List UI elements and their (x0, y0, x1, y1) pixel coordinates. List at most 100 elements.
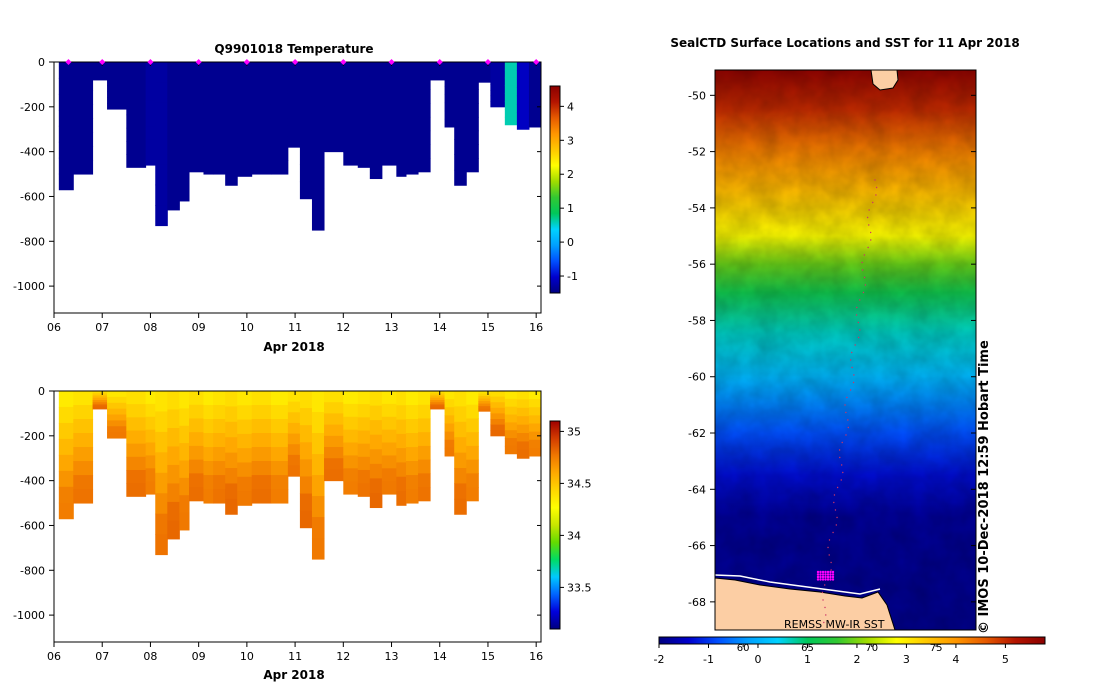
track-point (831, 573, 835, 576)
profile-cell (251, 104, 272, 119)
profile-cell (213, 405, 226, 420)
profile-cell (167, 427, 180, 447)
profile-cell (405, 447, 419, 462)
profile-cell (516, 120, 530, 130)
profile-cell (516, 416, 530, 426)
profile-cell (92, 64, 108, 67)
profile-cell (203, 433, 214, 448)
track-point (863, 276, 866, 279)
x-tick-label: 06 (47, 650, 61, 663)
profile-cell (516, 399, 530, 409)
profile-cell (155, 513, 168, 535)
profile-cell (396, 476, 407, 492)
profile-cell (444, 423, 455, 433)
profile-cell (516, 112, 530, 122)
profile-cell (92, 395, 108, 399)
track-point (824, 578, 827, 581)
track-point (855, 314, 858, 316)
profile-cell (418, 75, 431, 90)
profile-cell (478, 403, 491, 407)
profile-cell (203, 62, 214, 77)
profile-cell (343, 403, 359, 418)
profile-cell (516, 87, 530, 97)
profile-cell (516, 424, 530, 434)
profile-cell (430, 395, 446, 399)
sst-colorbar-secondary-label: 60 (737, 643, 750, 654)
profile-cell (444, 407, 455, 416)
sst-credit-label: REMSS MW-IR SST (784, 618, 885, 631)
profile-cell (155, 82, 168, 104)
profile-cell (430, 404, 446, 408)
track-point (828, 554, 830, 556)
y-tick-label: -400 (20, 475, 45, 488)
profile-cell (369, 120, 383, 136)
track-point (846, 396, 848, 399)
profile-cell (466, 62, 479, 77)
track-point (824, 575, 827, 579)
profile-cell (466, 473, 479, 488)
profile-cell (287, 125, 301, 138)
profile-cell (444, 118, 455, 128)
track-point (816, 570, 820, 574)
profile-cell (237, 419, 253, 435)
profile-cell (73, 90, 94, 105)
track-point (853, 374, 855, 376)
profile-cell (369, 76, 383, 92)
profile-cell (225, 154, 238, 171)
profile-cell (225, 421, 238, 438)
profile-cell (444, 102, 455, 112)
profile-cell (237, 76, 253, 92)
profile-cell (324, 435, 344, 448)
profile-cell (167, 483, 180, 503)
profile-cell (430, 66, 446, 70)
profile-cell (343, 481, 359, 495)
profile-cell (466, 130, 479, 145)
profile-cell (270, 475, 289, 490)
track-point (831, 570, 835, 574)
profile-cell (213, 76, 226, 91)
profile-cell (357, 430, 371, 445)
profile-cell (58, 438, 74, 456)
profile-cell (203, 76, 214, 91)
profile-cell (343, 429, 359, 444)
profile-cell (92, 62, 108, 65)
profile-cell (454, 406, 467, 423)
profile-cell (444, 415, 455, 424)
colorbar-tick-label: 34.5 (567, 477, 592, 490)
x-tick-label: 10 (240, 650, 254, 663)
profile-cell (357, 75, 371, 89)
profile-cell (155, 391, 168, 412)
profile-cell (251, 118, 272, 133)
profile-cell (179, 425, 190, 444)
profile-cell (381, 481, 397, 495)
x-tick-label: 15 (481, 321, 495, 334)
profile-cell (504, 101, 518, 110)
profile-cell (107, 73, 127, 81)
profile-cell (58, 62, 74, 79)
track-point (859, 329, 861, 331)
profile-cell (528, 407, 541, 416)
profile-cell (324, 62, 344, 74)
profile-cell (299, 476, 313, 495)
track-point (834, 509, 837, 511)
profile-cell (357, 154, 371, 168)
profile-cell (167, 446, 180, 466)
profile-cell (357, 456, 371, 471)
profile-cell (92, 70, 108, 74)
profile-cell (179, 477, 190, 496)
profile-cell (126, 62, 147, 76)
profile-cell (528, 439, 541, 449)
profile-cell (270, 90, 289, 105)
profile-cell (418, 487, 431, 502)
track-point (839, 456, 841, 459)
profile-marker (195, 59, 202, 65)
profile-cell (225, 169, 238, 186)
profile-cell (73, 475, 94, 490)
track-point (826, 578, 830, 581)
profile-cell (311, 496, 325, 518)
profile-cell (179, 79, 190, 98)
profile-cell (490, 73, 506, 80)
profile-cell (454, 108, 467, 125)
profile-cell (444, 391, 455, 400)
profile-cell (73, 160, 94, 175)
